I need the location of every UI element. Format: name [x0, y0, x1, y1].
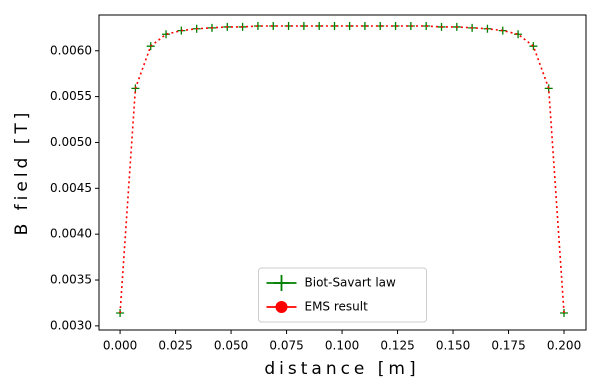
plus-marker [116, 309, 125, 318]
x-tick-label: 0.075 [269, 339, 303, 353]
y-axis-label: B field [T] [12, 109, 32, 236]
plot-frame [98, 14, 587, 331]
legend: Biot-Savart law EMS result [258, 267, 427, 323]
legend-label: EMS result [305, 300, 369, 314]
plus-marker [529, 42, 538, 51]
plus-marker [544, 84, 553, 93]
x-tick-label: 0.025 [158, 339, 192, 353]
y-tick-label: 0.0030 [50, 318, 92, 332]
legend-marker [275, 301, 288, 313]
x-tick-label: 0.050 [214, 339, 248, 353]
x-tick-label: 0.150 [436, 339, 470, 353]
y-tick-label: 0.0035 [50, 273, 92, 287]
x-tick-label: 0.125 [380, 339, 414, 353]
legend-marker [273, 275, 290, 291]
legend-box [258, 267, 427, 323]
x-tick-label: 0.000 [103, 339, 137, 353]
plus-marker [406, 22, 415, 31]
plus-marker [253, 22, 262, 31]
series-line [119, 25, 565, 314]
plus-marker [498, 26, 507, 35]
x-axis-label: distance [m] [264, 359, 419, 379]
x-tick-label: 0.200 [547, 339, 581, 353]
y-tick-label: 0.0055 [50, 89, 92, 103]
x-tick-label: 0.175 [491, 339, 525, 353]
legend-label: Biot-Savart law [305, 276, 397, 290]
y-tick-label: 0.0045 [50, 181, 92, 195]
plus-marker [269, 22, 278, 31]
plus-marker [162, 30, 171, 39]
y-tick-label: 0.0060 [50, 43, 92, 57]
y-tick-label: 0.0040 [50, 227, 92, 241]
plus-marker [560, 309, 569, 318]
y-tick-label: 0.0050 [50, 135, 92, 149]
x-tick-label: 0.100 [325, 339, 359, 353]
